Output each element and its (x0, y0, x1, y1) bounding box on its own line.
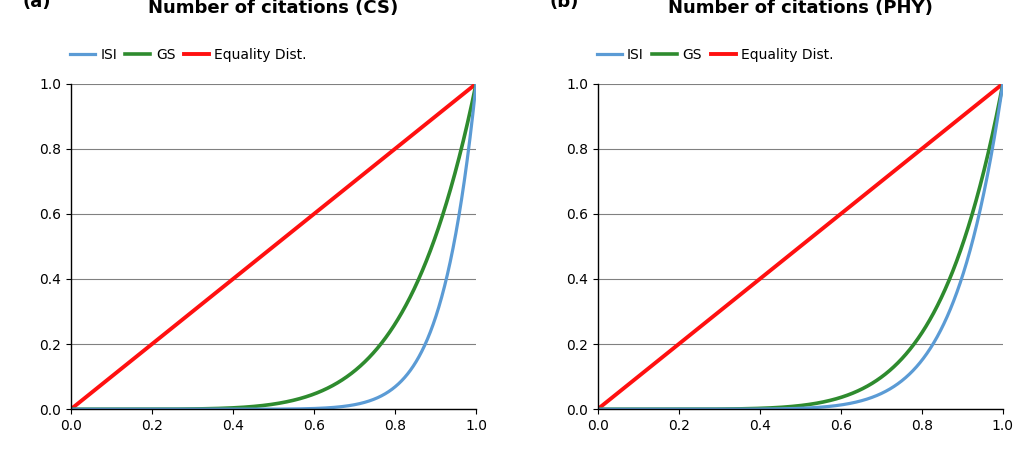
Text: Number of citations (CS): Number of citations (CS) (148, 0, 399, 17)
Legend: ISI, GS, Equality Dist.: ISI, GS, Equality Dist. (597, 48, 834, 62)
Text: (b): (b) (549, 0, 578, 11)
Text: (a): (a) (22, 0, 51, 11)
Text: Number of citations (PHY): Number of citations (PHY) (668, 0, 933, 17)
Legend: ISI, GS, Equality Dist.: ISI, GS, Equality Dist. (70, 48, 307, 62)
